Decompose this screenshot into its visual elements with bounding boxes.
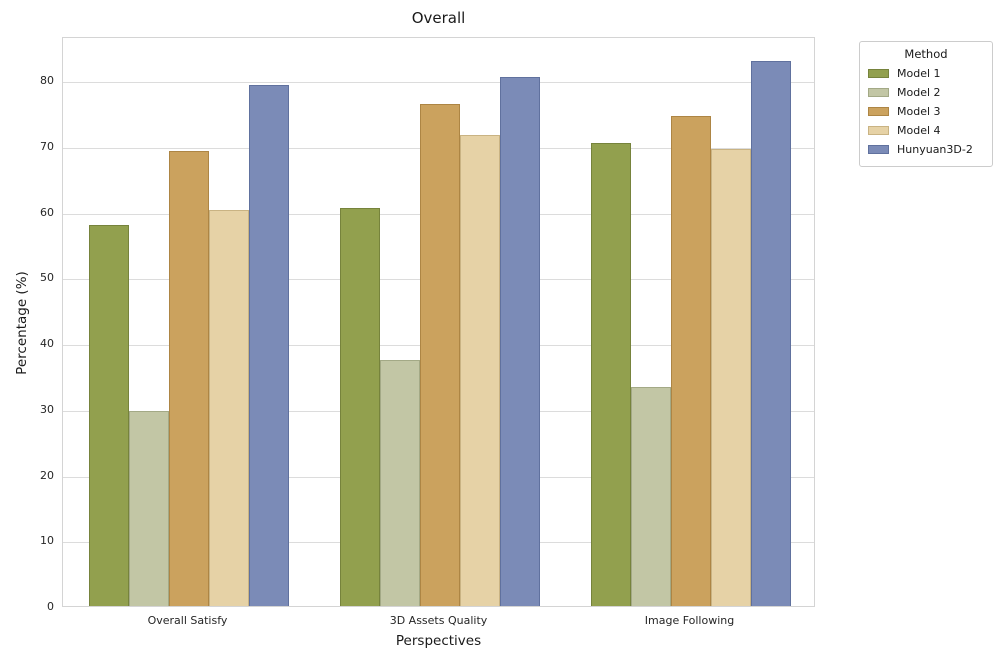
bar-model-3-overall-satisfy xyxy=(168,151,209,606)
legend-label-model-2: Model 2 xyxy=(897,86,941,99)
chart-title: Overall xyxy=(411,9,466,27)
legend-label-hunyuan3d-2: Hunyuan3D-2 xyxy=(897,143,973,156)
bar-model-2-image-following xyxy=(630,387,671,606)
legend-label-model-3: Model 3 xyxy=(897,105,941,118)
y-tick-60: 60 xyxy=(40,205,54,219)
y-tick-80: 80 xyxy=(40,74,54,88)
y-tick-70: 70 xyxy=(40,139,54,153)
bar-model-3-image-following xyxy=(670,115,711,606)
y-tick-50: 50 xyxy=(40,271,54,285)
y-axis-label: Percentage (%) xyxy=(14,271,30,375)
y-tick-0: 0 xyxy=(47,600,54,613)
legend-swatch-model-2 xyxy=(868,88,889,97)
legend-label-model-1: Model 1 xyxy=(897,67,941,80)
bar-model-1-image-following xyxy=(590,143,631,606)
legend-row-model-3: Model 3 xyxy=(868,102,984,121)
bar-hunyuan3d-2-3d-assets-quality xyxy=(499,77,540,606)
bar-model-4-3d-assets-quality xyxy=(459,135,500,606)
legend-rows: Model 1 Model 2 Model 3 Model 4 Hunyuan3D-2 xyxy=(868,64,984,159)
bar-model-3-3d-assets-quality xyxy=(419,104,460,606)
plot-area xyxy=(62,37,815,607)
legend-row-model-1: Model 1 xyxy=(868,64,984,83)
y-tick-10: 10 xyxy=(40,534,54,548)
bar-model-4-overall-satisfy xyxy=(208,209,249,606)
x-axis-label: Perspectives xyxy=(395,633,482,649)
bar-model-2-overall-satisfy xyxy=(128,411,169,606)
bar-model-1-3d-assets-quality xyxy=(339,208,380,606)
legend-swatch-model-4 xyxy=(868,126,889,135)
legend-row-model-4: Model 4 xyxy=(868,121,984,140)
y-tick-30: 30 xyxy=(40,402,54,416)
bar-model-1-overall-satisfy xyxy=(88,224,129,606)
x-tick-3d-assets-quality: 3D Assets Quality xyxy=(389,614,488,627)
y-tick-40: 40 xyxy=(40,337,54,351)
legend-swatch-model-3 xyxy=(868,107,889,116)
legend-label-model-4: Model 4 xyxy=(897,124,941,137)
legend-row-model-2: Model 2 xyxy=(868,83,984,102)
legend-swatch-model-1 xyxy=(868,69,889,78)
x-tick-overall-satisfy: Overall Satisfy xyxy=(147,614,228,627)
bar-model-4-image-following xyxy=(710,149,751,606)
bar-hunyuan3d-2-overall-satisfy xyxy=(248,85,289,606)
x-tick-image-following: Image Following xyxy=(644,614,735,627)
legend: Method Model 1 Model 2 Model 3 Model 4 Hunyu… xyxy=(859,41,993,167)
legend-row-hunyuan3d-2: Hunyuan3D-2 xyxy=(868,140,984,159)
y-tick-20: 20 xyxy=(40,468,54,482)
gridline-80 xyxy=(63,82,814,84)
bar-hunyuan3d-2-image-following xyxy=(750,60,791,606)
legend-title: Method xyxy=(904,47,948,61)
bar-model-2-3d-assets-quality xyxy=(379,360,420,606)
legend-swatch-hunyuan3d-2 xyxy=(868,145,889,154)
